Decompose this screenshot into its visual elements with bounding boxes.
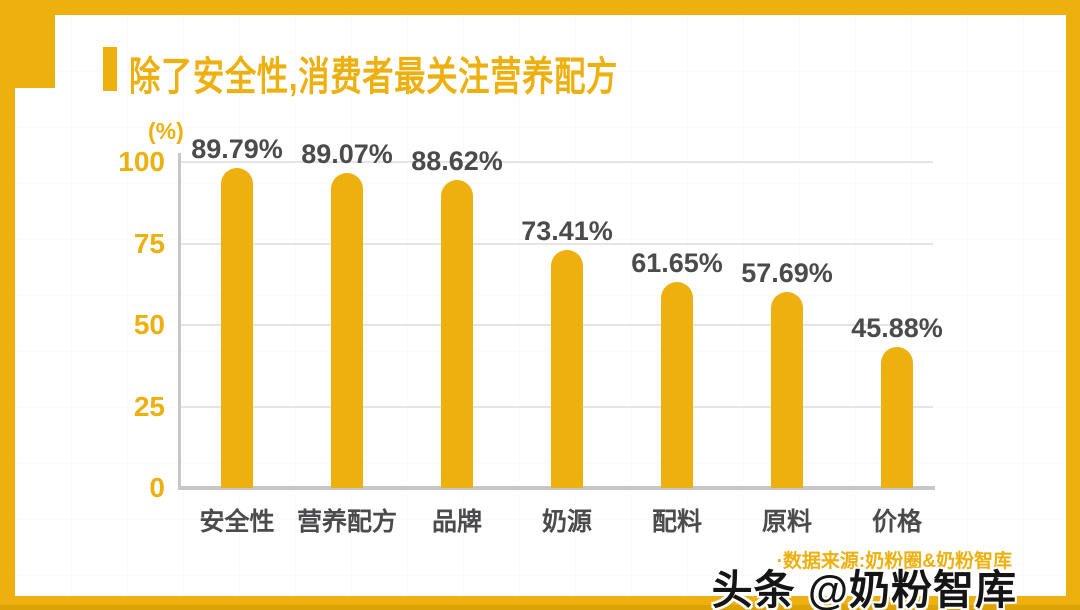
gridline-100: [181, 161, 933, 163]
x-axis-line: [178, 486, 935, 490]
x-axis-category-label: 配料: [651, 508, 702, 536]
bar-value-label: 73.41%: [521, 216, 613, 247]
bar-配料: [661, 281, 693, 488]
bar-安全性: [221, 167, 253, 488]
x-axis-category-label: 品牌: [431, 508, 482, 536]
gridline-75: [181, 242, 933, 245]
bar-value-label: 45.88%: [851, 312, 943, 343]
frame-border-right: [1066, 0, 1080, 610]
bar-value-label: 89.79%: [191, 133, 283, 164]
frame-border-bottom: [0, 596, 1080, 610]
x-axis-category-label: 原料: [761, 508, 812, 536]
bar-营养配方: [331, 173, 363, 488]
x-axis-category-label: 安全性: [199, 508, 275, 536]
frame-border-top: [0, 0, 1080, 15]
y-axis-tick-label: 75: [133, 227, 165, 259]
bar-value-label: 61.65%: [631, 247, 723, 278]
y-axis-tick-label: 50: [133, 309, 165, 340]
bar-奶源: [551, 250, 583, 488]
watermark-attribution: 头条 @奶粉智库: [711, 567, 1017, 610]
corner-accent-block: [0, 0, 55, 88]
y-axis-unit-label: (%): [148, 118, 184, 144]
background-grid-texture: [15, 15, 1066, 596]
frame-border-left: [0, 0, 15, 610]
y-axis-line: [178, 153, 181, 490]
bar-价格: [881, 346, 913, 488]
x-axis-category-label: 价格: [871, 508, 922, 536]
bar-原料: [771, 292, 803, 488]
y-axis-tick-label: 25: [133, 390, 165, 422]
y-axis-tick-label: 0: [149, 472, 165, 503]
bar-value-label: 88.62%: [411, 145, 503, 176]
plot-area: 0 25 50 75 100 89.79% 89.07% 88.62% 73.41% 61.65…: [118, 134, 943, 536]
page-title: 除了安全性,消费者最关注营养配方: [129, 55, 619, 99]
title-marker-bar: [103, 47, 117, 91]
bar-value-label: 57.69%: [741, 258, 833, 289]
data-source-note: ·数据来源:奶粉圈&奶粉智库: [776, 551, 1012, 572]
y-axis-tick-label: 100: [118, 146, 165, 177]
x-axis-category-label: 奶源: [541, 508, 592, 536]
x-axis-category-label: 营养配方: [296, 508, 397, 536]
bar-value-label: 89.07%: [301, 139, 393, 170]
bar-品牌: [441, 179, 473, 488]
